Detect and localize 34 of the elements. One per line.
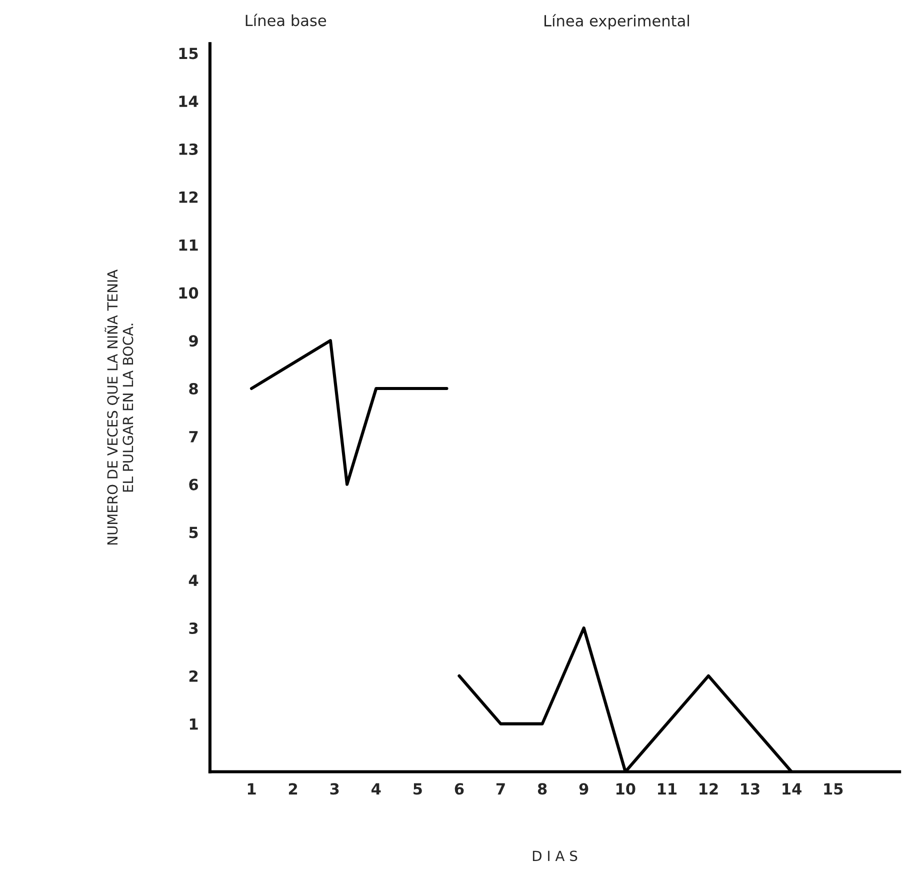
x-tick-label: 1 — [248, 783, 256, 794]
y-tick-label: 13 — [179, 143, 198, 156]
x-tick-label: 5 — [414, 783, 422, 795]
y-tick-label: 3 — [189, 622, 198, 634]
x-axis-title: D I A S — [532, 850, 578, 862]
x-tick-label: 9 — [579, 783, 588, 795]
x-tick-label: 12 — [700, 783, 718, 794]
x-tick-label: 8 — [538, 783, 547, 795]
y-tick-label: 15 — [179, 48, 198, 60]
y-tick-label: 6 — [189, 478, 198, 490]
x-tick-label: 14 — [782, 783, 802, 794]
x-tick-label: 2 — [288, 783, 298, 794]
y-tick-label: 14 — [179, 96, 198, 107]
y-tick-label: 9 — [189, 335, 198, 347]
text: Línea base — [246, 14, 326, 26]
x-tick-label: 7 — [496, 783, 505, 794]
x-tick-label: 13 — [741, 783, 760, 795]
x-tick-label: 11 — [658, 783, 677, 794]
y-axis-title: NUMERO DE VECES QUE LA NIÑA TENIA EL PULGAR EN LA BOCA. — [104, 270, 134, 545]
y-tick-label: 1 — [190, 718, 198, 730]
y-tick-label: 11 — [179, 239, 198, 251]
y-tick-label: 2 — [189, 670, 198, 682]
y-tick-label: 10 — [179, 287, 198, 299]
x-tick-label: 6 — [454, 783, 464, 795]
x-tick-label: 10 — [616, 783, 636, 795]
x-tick-label: 4 — [372, 783, 381, 794]
x-tick-label: 15 — [824, 783, 843, 795]
y-tick-label: 4 — [188, 574, 198, 586]
y-tick-label: 12 — [179, 191, 198, 203]
y-tick-label: 8 — [189, 382, 198, 395]
x-tick-label: 3 — [330, 783, 339, 795]
text: Línea experimental — [544, 14, 689, 30]
y-tick-label: 7 — [189, 431, 198, 442]
y-tick-label: 5 — [189, 526, 198, 538]
